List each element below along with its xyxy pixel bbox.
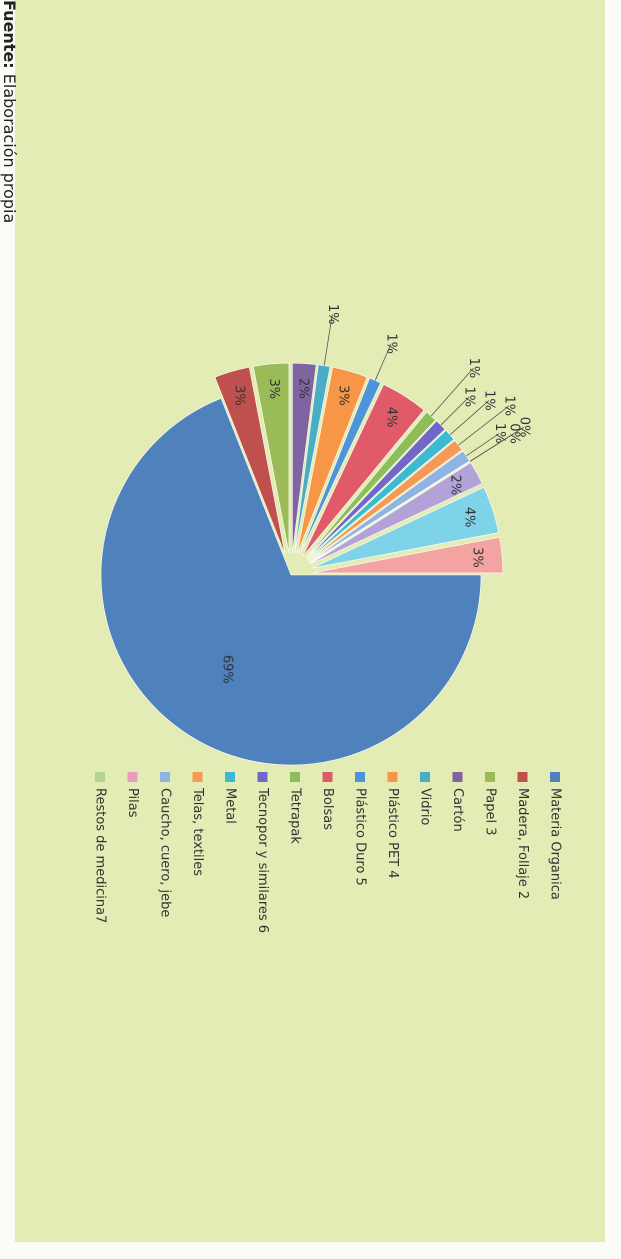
data-label: 3% [336,385,351,406]
legend-label: Restos de medicina7 [93,788,108,923]
data-label: 4% [461,507,476,528]
pie-slice [292,362,317,554]
legend-label: Pilas [125,788,140,818]
data-label: 1% [482,390,497,411]
leader-line [440,396,470,426]
leader-line [449,400,490,436]
data-label: 0% [517,417,532,438]
source-label: Fuente: [1,0,20,69]
legend-swatch [550,772,560,782]
pie-slice [299,377,382,555]
legend-swatch [322,772,333,782]
legend-swatch [420,772,430,782]
source-text: Elaboración propia [1,74,20,224]
leader-line [374,343,392,381]
leader-line [323,314,333,366]
leader-line [430,367,474,417]
legend-label: Materia Organica [548,788,563,900]
legend-label: Tecnopor y similares 6 [255,787,270,933]
pie-slice [302,384,425,557]
pie-slice [307,429,455,561]
data-label: 1% [466,358,481,379]
legend-swatch [355,772,365,782]
data-label: 2% [447,475,462,496]
data-label: 3% [231,385,246,406]
pie-slice [309,450,471,563]
legend-label: Tetrapak [288,787,303,844]
legend-swatch [95,772,105,782]
pie-slice [311,486,499,569]
rotated-chart: Fuente: Elaboración propia 69% 3% 3% 2% 1% 3%… [1,0,563,933]
legend-label: Caucho, cuero, jebe [158,788,173,917]
legend-swatch [517,772,528,782]
pie-slice [312,536,504,574]
legend-label: Papel 3 [483,788,498,836]
legend-label: Vidrio [418,788,433,825]
data-label: 1% [384,333,399,354]
pie-slice [305,411,437,559]
leader-line [458,405,510,446]
legend-swatch [452,772,463,782]
legend-swatch [387,772,398,782]
pie-slice [310,462,483,565]
pie-slice [214,366,286,554]
data-label: 3% [266,379,281,400]
data-label: 1% [325,304,340,325]
legend-label: Telas, textiles [190,787,205,876]
legend-label: Cartón [450,788,465,832]
legend-swatch [192,772,203,782]
data-label: 4% [384,407,399,428]
legend-label: Metal [223,788,238,824]
legend-label: Plástico PET 4 [385,788,400,879]
data-label: 1% [462,386,477,407]
leader-line [469,426,525,462]
source: Fuente: Elaboración propia [1,0,20,223]
pie-slice [296,366,368,554]
data-label: 1% [502,396,517,417]
legend-swatch [127,772,138,782]
legend-label: Madera, Follaje 2 [515,788,530,899]
data-label: 3% [470,547,485,568]
data-label: 1% [492,423,507,444]
data-label: 2% [295,378,310,399]
legend-swatch [225,772,235,782]
data-label: 69% [219,655,234,684]
legend-swatch [257,772,268,782]
legend-label: Bolsas [320,788,335,830]
legend-swatch [485,772,495,782]
legend-label: Plástico Duro 5 [353,788,368,886]
legend-swatch [160,772,170,782]
pie-slice [252,362,290,554]
pie-slice [100,397,482,766]
leader-line [466,433,500,457]
pie-slice [306,420,446,560]
legend-swatch [290,772,300,782]
